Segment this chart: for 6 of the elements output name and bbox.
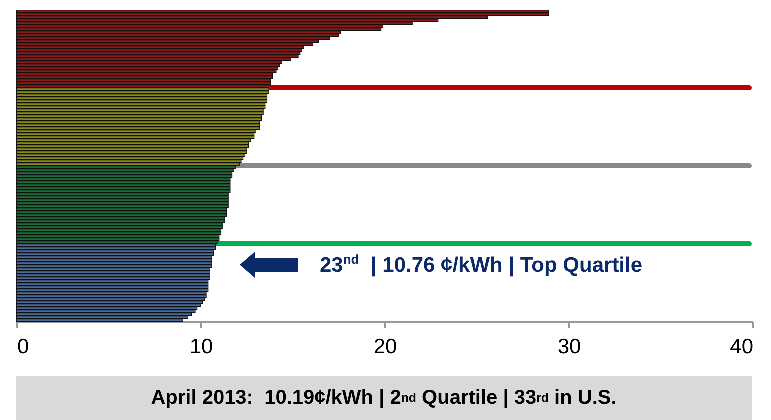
x-tick-label: 20	[374, 336, 398, 358]
x-tick-label: 10	[190, 336, 214, 358]
x-tick-label: 30	[558, 336, 582, 358]
annotation: 23$^{nd}$ | 10.76 ¢/kWh | Top Quartile	[320, 252, 643, 278]
x-tick-label: 40	[730, 336, 754, 358]
x-tick-label: 0	[18, 336, 30, 358]
